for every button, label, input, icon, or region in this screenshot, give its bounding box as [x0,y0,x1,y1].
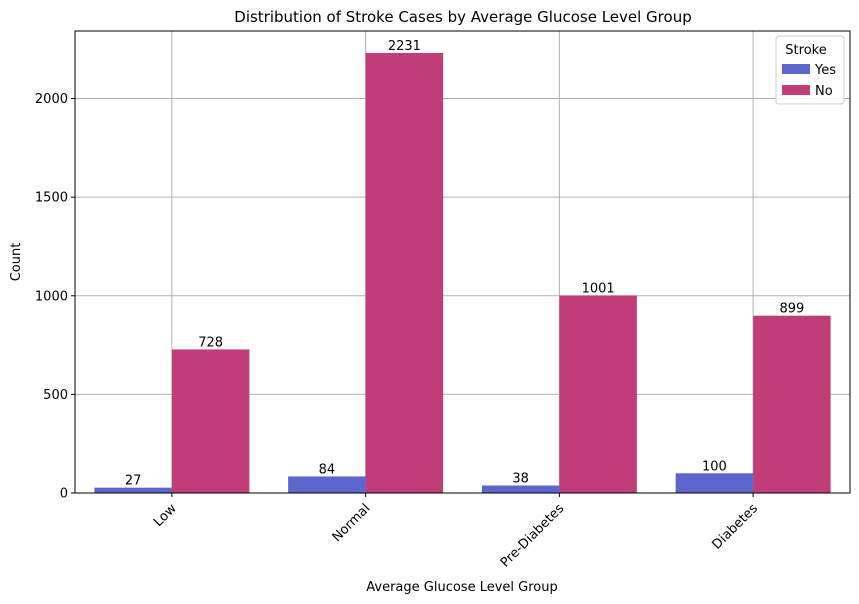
bar-no-low [171,349,250,493]
bar-yes-diabetes [675,473,754,493]
bar-no-diabetes [753,315,831,493]
bars [94,53,831,493]
y-tick-label: 1000 [35,289,68,304]
y-axis-label: Count [9,243,24,282]
bar-no-pre-diabetes [559,295,637,493]
data-label: 899 [779,302,804,317]
bar-yes-low [94,487,172,493]
data-label: 84 [319,462,336,477]
y-tick-label: 1500 [35,191,68,206]
data-label: 27 [125,474,142,489]
data-label: 100 [702,459,727,474]
plot-frame [74,30,851,494]
x-axis-label: Average Glucose Level Group [366,580,557,595]
bar-no-normal [365,53,444,493]
legend-swatch-yes [782,64,810,74]
data-label: 38 [512,472,529,487]
legend: Stroke Yes No [775,35,845,105]
bar-yes-pre-diabetes [481,485,560,493]
y-tick-label: 2000 [35,92,68,107]
chart-title: Distribution of Stroke Cases by Average … [234,8,691,26]
legend-items: Yes No [782,63,836,99]
y-tick-label: 500 [43,388,68,403]
data-label: 1001 [582,282,615,297]
bar-yes-normal [288,476,366,493]
data-labels: 27 84 38 100 728 2231 1001 899 [125,39,804,489]
data-label: 728 [198,335,223,350]
x-tick-label: Pre-Diabetes [498,501,568,571]
x-tick-label: Low [151,501,180,530]
data-label: 2231 [388,39,421,54]
x-tick-label: Diabetes [710,501,762,553]
legend-swatch-no [782,85,810,95]
x-tick-label: Normal [330,501,374,545]
legend-label-no: No [815,84,833,99]
legend-label-yes: Yes [814,63,836,78]
legend-title: Stroke [785,43,826,58]
y-tick-label: 0 [60,487,68,502]
